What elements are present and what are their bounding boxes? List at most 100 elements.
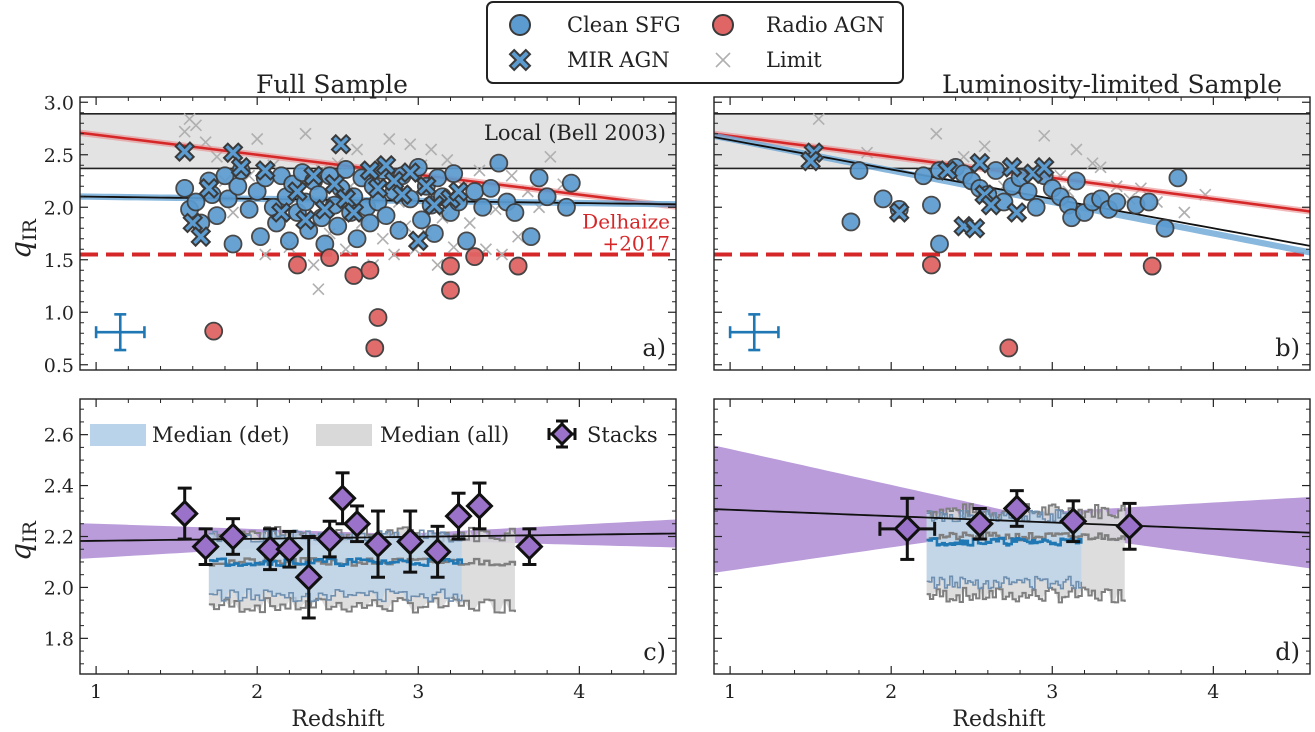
sfg-point (505, 203, 525, 222)
x-tick-label: 3 (412, 681, 424, 703)
plot-area (714, 445, 1310, 604)
mir-agn-point (980, 194, 1002, 216)
y-tick-label: 3.0 (44, 92, 74, 114)
limit-marker (339, 243, 352, 256)
radio-agn-point (441, 280, 460, 300)
radio-agn-point (441, 256, 460, 276)
bell-label: Local (Bell 2003) (484, 121, 666, 145)
legend-label-median-det: Median (det) (152, 423, 290, 447)
stack-point (294, 535, 323, 620)
sfg-point (1107, 192, 1127, 212)
stacks-icon (549, 421, 575, 447)
x-tick-label: 4 (573, 681, 585, 703)
sfg-point (537, 187, 557, 207)
sfg-point (1168, 168, 1188, 188)
limit-stroke (425, 143, 438, 156)
y-tick-label: 2.6 (44, 425, 74, 447)
ylabel-c: qIR (4, 520, 41, 560)
limit-marker (299, 127, 312, 140)
limit-stroke (512, 230, 525, 243)
y-tick-label: 2.0 (44, 197, 74, 219)
sfg-point (561, 173, 581, 193)
mir-agn-point (1001, 156, 1023, 178)
limit-stroke (447, 241, 460, 254)
legend-marker-limit (715, 52, 731, 68)
y-tick-label: 1.5 (44, 250, 74, 272)
mir-agn-point (254, 160, 276, 181)
limit-stroke (376, 232, 389, 245)
limit-stroke (544, 150, 557, 163)
sfg-point (207, 206, 227, 226)
x-tick-label: 1 (724, 681, 736, 703)
sfg-point (1155, 218, 1175, 238)
mir-agn-point (174, 141, 196, 163)
sfg-point (376, 206, 396, 226)
y-tick-label: 2.2 (44, 527, 74, 549)
stack-point (328, 471, 357, 526)
median-det-band (926, 509, 1082, 589)
mir-agn-point (182, 212, 204, 234)
stack-diamond (363, 530, 393, 559)
legend-label-mir-agn: MIR AGN (567, 48, 670, 72)
radio-agn-point (288, 255, 307, 275)
sfg-point (280, 231, 299, 251)
limit-marker (388, 248, 401, 261)
sfg-point (424, 224, 444, 243)
stack-point (191, 527, 220, 567)
radio-agn-point (204, 321, 224, 341)
legend-box (486, 1, 904, 84)
y-tick-label: 2.5 (44, 145, 74, 167)
limit-stroke (978, 140, 991, 153)
sfg-point (914, 166, 933, 186)
limit-marker (431, 258, 444, 272)
mir-agn-point (448, 181, 469, 202)
stack-diamond (294, 563, 323, 592)
radio-agn-point (1142, 256, 1162, 276)
mir-agn-point (407, 230, 429, 252)
sfg-point (849, 161, 869, 180)
stack-diamond (465, 491, 494, 521)
mir-agn-point (423, 194, 445, 216)
radio-agn-point (360, 260, 380, 280)
limit-marker (376, 232, 389, 245)
radio-agn-point (922, 255, 941, 275)
limit-marker (505, 169, 518, 182)
limit-marker (1178, 206, 1191, 219)
panel-a-title: Full Sample (256, 70, 408, 99)
limit-stroke (1178, 206, 1191, 219)
stack-point (1115, 501, 1144, 551)
mir-agn-point (888, 202, 910, 223)
limit-marker (930, 127, 943, 140)
stack-point (965, 506, 994, 541)
limit-stroke (312, 283, 325, 296)
stack-diamond (1059, 507, 1088, 536)
stack-point (363, 509, 393, 579)
sfg-point (389, 220, 409, 240)
limit-stroke (1086, 157, 1099, 170)
red-fit-line (714, 132, 1310, 213)
stack-diamond (396, 527, 425, 556)
stack-point (878, 496, 937, 561)
xlabel-d: Redshift (952, 707, 1045, 732)
limit-stroke (339, 243, 352, 256)
limit-stroke (463, 216, 476, 230)
limit-marker (1038, 129, 1051, 142)
legend-marker-mir-agn (508, 48, 532, 72)
mir-agn-point (324, 173, 345, 195)
stack-point (342, 504, 372, 544)
median-det-line (926, 536, 1083, 547)
radio-agn-point (508, 256, 528, 276)
limit-marker (226, 206, 240, 219)
limit-marker (463, 216, 476, 230)
sfg-point (986, 161, 1006, 180)
axes-frame (79, 96, 677, 371)
mir-agn-point (222, 142, 244, 164)
stack-point (1059, 499, 1088, 544)
legend-label-radio-agn: Radio AGN (766, 13, 885, 37)
limit-marker (312, 283, 325, 296)
xlabel-c: Redshift (291, 707, 384, 732)
x-tick-label: 4 (1207, 681, 1219, 703)
mir-agn-point (383, 170, 405, 192)
stack-point (1002, 489, 1031, 528)
limit-stroke (243, 169, 256, 182)
